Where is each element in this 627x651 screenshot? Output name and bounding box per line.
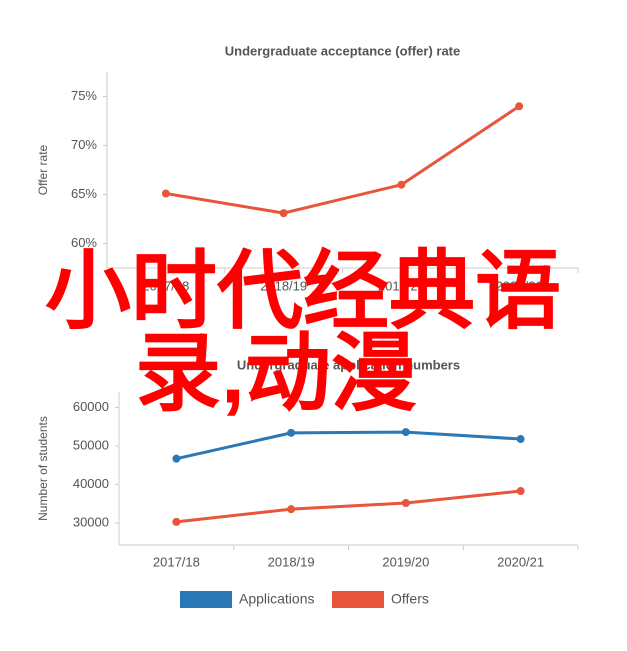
y-tick-label: 70%: [71, 137, 97, 152]
x-tick-label: 2020/21: [496, 278, 543, 293]
series-line: [165, 105, 520, 215]
legend-swatch: [332, 591, 384, 608]
x-tick-label: 2018/19: [268, 554, 315, 569]
series-0-point: [516, 435, 525, 444]
y-tick-label: 75%: [71, 88, 97, 103]
series-0-line: [176, 430, 521, 461]
y-axis-title: Number of students: [36, 416, 50, 521]
y-tick-label: 30000: [73, 514, 109, 529]
series-0-point: [172, 454, 181, 463]
series-point: [161, 189, 170, 198]
legend-label: Offers: [391, 591, 429, 607]
x-tick-label: 2019/20: [378, 278, 425, 293]
legend-swatch: [180, 591, 232, 608]
chart-title: Undergraduate application numbers: [237, 357, 460, 372]
overlay-text: 小时代经典语: [45, 244, 561, 340]
series-point: [279, 209, 288, 218]
series-1-line: [176, 489, 521, 524]
series-1-point: [172, 517, 181, 526]
series-point: [515, 102, 524, 111]
y-tick-label: 60%: [71, 235, 97, 250]
y-axis-title: Offer rate: [36, 144, 50, 195]
x-tick-label: 2017/18: [153, 554, 200, 569]
series-1-point: [516, 487, 525, 496]
series-0-point: [401, 428, 410, 437]
y-tick-label: 65%: [71, 186, 97, 201]
series-point: [397, 180, 406, 189]
x-tick-label: 2020/21: [497, 554, 544, 569]
chart-title: Undergraduate acceptance (offer) rate: [225, 43, 461, 58]
y-tick-label: 40000: [73, 476, 109, 491]
series-0-point: [287, 428, 296, 437]
series-1-point: [401, 498, 410, 507]
series-1-point: [287, 505, 296, 514]
overlay-text: 录,动漫: [135, 326, 417, 422]
legend-label: Applications: [239, 591, 315, 607]
x-tick-label: 2019/20: [382, 554, 429, 569]
x-tick-label: 2018/19: [260, 278, 307, 293]
y-tick-label: 60000: [73, 399, 109, 414]
x-tick-label: 2017/18: [142, 278, 189, 293]
y-tick-label: 50000: [73, 437, 109, 452]
